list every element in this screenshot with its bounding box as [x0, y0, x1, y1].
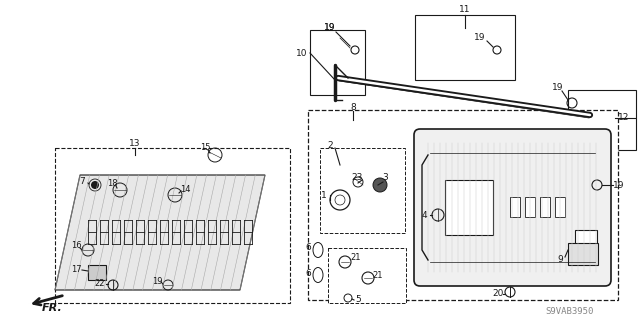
Bar: [55, 148, 290, 303]
Text: 19: 19: [324, 24, 336, 33]
Text: 18: 18: [107, 180, 117, 189]
Bar: [308, 110, 618, 300]
Text: S9VAB3950: S9VAB3950: [546, 308, 594, 316]
Text: 22: 22: [95, 278, 105, 287]
Polygon shape: [55, 175, 265, 290]
Text: 9: 9: [557, 256, 563, 264]
Text: 19: 19: [552, 84, 564, 93]
Text: 3: 3: [382, 174, 388, 182]
Text: 21: 21: [372, 271, 383, 280]
Bar: [445, 180, 493, 235]
Bar: [555, 197, 565, 217]
Text: 6: 6: [305, 243, 311, 253]
Text: 14: 14: [180, 186, 190, 195]
Text: 5: 5: [355, 295, 361, 305]
Text: 8: 8: [350, 102, 356, 112]
Text: 6: 6: [305, 269, 311, 278]
Text: 2: 2: [327, 140, 333, 150]
Text: 19: 19: [324, 24, 336, 33]
Circle shape: [91, 181, 99, 189]
Bar: [510, 197, 520, 217]
Bar: [568, 243, 598, 265]
Text: 17: 17: [70, 265, 81, 275]
Bar: [415, 15, 515, 80]
Text: 7: 7: [79, 177, 85, 187]
Text: 16: 16: [70, 241, 81, 250]
FancyBboxPatch shape: [414, 129, 611, 286]
Text: 10: 10: [296, 48, 308, 57]
Text: 21: 21: [351, 254, 361, 263]
Text: 19: 19: [152, 277, 163, 286]
Bar: [525, 197, 535, 217]
Bar: [540, 197, 550, 217]
Bar: [568, 90, 636, 150]
Text: 19: 19: [474, 33, 486, 42]
Bar: [88, 265, 106, 280]
Bar: [310, 30, 365, 95]
Text: 23: 23: [351, 173, 363, 182]
Bar: [328, 248, 406, 303]
Text: 19: 19: [613, 181, 625, 189]
Text: 20: 20: [492, 290, 504, 299]
Text: 15: 15: [200, 144, 211, 152]
Text: 4: 4: [421, 211, 427, 219]
Text: 13: 13: [129, 138, 141, 147]
Text: 12: 12: [618, 114, 630, 122]
Bar: [320, 148, 405, 233]
Bar: [575, 230, 597, 258]
Text: 11: 11: [460, 5, 471, 14]
Text: 1: 1: [321, 190, 327, 199]
Circle shape: [373, 178, 387, 192]
Text: FR.: FR.: [42, 303, 62, 313]
